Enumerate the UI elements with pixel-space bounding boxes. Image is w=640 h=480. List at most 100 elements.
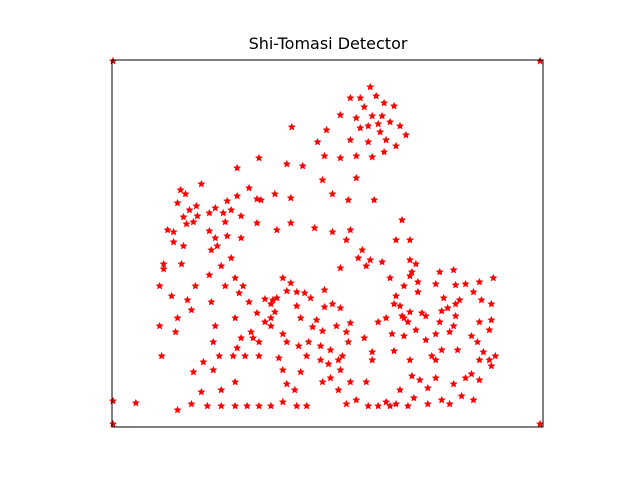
data-point xyxy=(239,281,248,290)
data-point xyxy=(109,419,117,428)
data-point xyxy=(451,311,460,320)
data-point xyxy=(437,395,446,404)
data-point xyxy=(485,325,494,334)
data-point xyxy=(282,337,291,346)
data-point xyxy=(366,255,375,264)
data-point xyxy=(182,219,191,228)
data-point xyxy=(439,293,448,302)
data-point xyxy=(159,264,168,273)
data-point xyxy=(477,295,486,304)
data-point xyxy=(368,355,377,364)
data-point xyxy=(392,141,400,150)
data-point xyxy=(469,395,478,404)
data-point xyxy=(173,198,182,207)
data-point xyxy=(193,211,202,220)
data-point xyxy=(479,347,488,356)
data-point xyxy=(205,270,214,279)
data-point xyxy=(423,383,432,392)
data-point xyxy=(255,351,263,360)
data-point xyxy=(318,175,327,184)
data-point xyxy=(411,325,420,334)
data-point xyxy=(396,385,404,394)
data-point xyxy=(398,311,406,320)
data-point xyxy=(378,111,387,120)
data-point xyxy=(304,337,313,346)
data-points xyxy=(109,56,544,428)
data-point xyxy=(179,212,188,221)
data-point xyxy=(197,387,206,396)
data-point xyxy=(322,125,331,134)
data-point xyxy=(177,259,186,268)
data-point xyxy=(374,317,383,326)
data-point xyxy=(171,327,180,336)
data-point xyxy=(318,377,327,386)
data-point xyxy=(405,355,414,364)
data-point xyxy=(451,299,460,308)
data-point xyxy=(278,329,287,338)
data-point xyxy=(435,317,444,326)
data-point xyxy=(421,335,430,344)
data-point xyxy=(313,137,322,146)
data-point xyxy=(211,203,220,212)
data-point xyxy=(270,189,279,198)
data-point xyxy=(292,287,301,296)
data-point xyxy=(207,245,216,254)
data-point xyxy=(346,225,355,234)
data-point xyxy=(404,401,412,410)
data-point xyxy=(437,306,446,315)
data-point xyxy=(306,293,315,302)
data-point xyxy=(356,123,365,132)
data-point xyxy=(243,401,251,410)
data-point xyxy=(260,294,269,303)
data-point xyxy=(278,273,287,282)
data-point xyxy=(235,288,244,297)
data-point xyxy=(233,343,242,352)
data-point xyxy=(388,329,396,338)
data-point xyxy=(396,301,404,310)
data-point xyxy=(449,379,458,388)
data-point xyxy=(473,337,482,346)
data-point xyxy=(390,299,398,308)
data-point xyxy=(215,351,224,360)
data-point xyxy=(302,401,311,410)
data-point xyxy=(421,311,430,320)
data-point xyxy=(207,297,216,306)
data-point xyxy=(437,345,446,354)
data-point xyxy=(282,286,291,295)
data-point xyxy=(346,377,355,386)
data-point xyxy=(364,121,373,130)
data-point xyxy=(231,313,240,322)
data-point xyxy=(213,241,222,250)
data-point xyxy=(469,287,478,296)
data-point xyxy=(192,201,201,210)
data-point xyxy=(487,361,496,370)
data-point xyxy=(487,315,496,324)
data-point xyxy=(431,373,440,382)
data-point xyxy=(475,375,484,384)
data-point xyxy=(294,341,303,350)
data-point xyxy=(376,127,385,136)
data-point xyxy=(231,273,240,282)
data-point xyxy=(536,419,544,428)
data-point xyxy=(372,91,381,100)
data-point xyxy=(266,401,275,410)
data-point xyxy=(405,307,414,316)
data-point xyxy=(209,365,218,374)
data-point xyxy=(231,401,240,410)
data-point xyxy=(346,93,355,102)
data-point xyxy=(342,235,351,244)
plot-frame xyxy=(111,59,544,428)
data-point xyxy=(298,161,307,170)
data-point xyxy=(109,396,117,405)
data-point xyxy=(312,315,321,324)
data-point xyxy=(266,313,275,322)
data-point xyxy=(326,345,335,354)
data-point xyxy=(173,405,182,414)
data-point xyxy=(227,205,236,214)
data-point xyxy=(334,385,343,394)
data-point xyxy=(413,277,422,286)
data-point xyxy=(266,299,275,308)
data-point xyxy=(491,351,500,360)
